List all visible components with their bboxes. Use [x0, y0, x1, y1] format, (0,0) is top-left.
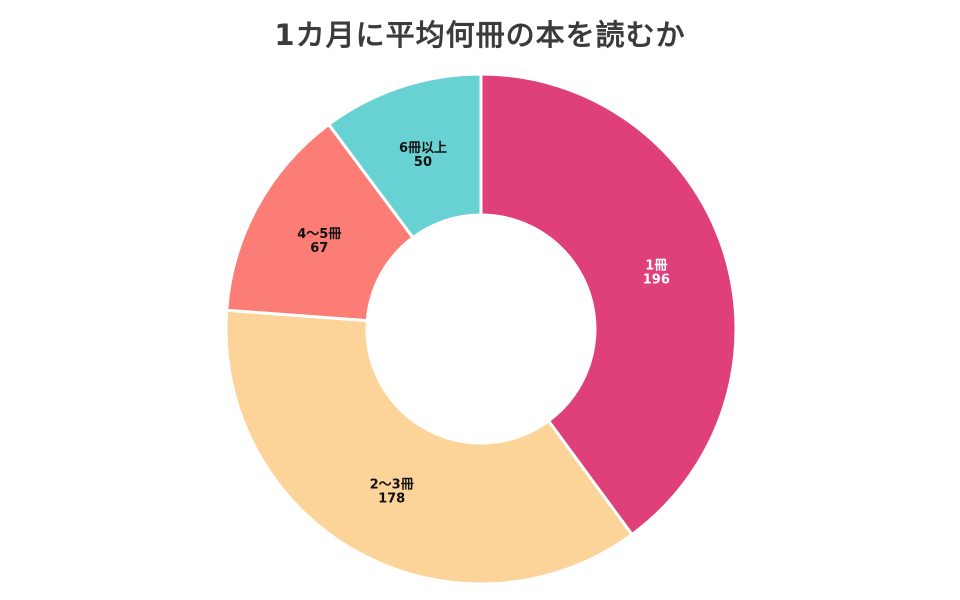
slice-3 [225, 122, 415, 323]
slice-1 [479, 72, 738, 537]
slice-2-category-label: 2〜3冊 [370, 477, 414, 492]
slice-4-value-label: 50 [414, 155, 432, 170]
slice-1-value-label: 196 [643, 273, 670, 288]
chart-title: 1カ月に平均何冊の本を読むか [274, 18, 686, 52]
slice-1-category-label: 1冊 [645, 259, 667, 274]
slice-4-category-label: 6冊以上 [399, 141, 447, 156]
slice-3-category-label: 4〜5冊 [297, 227, 341, 242]
slice-2 [224, 308, 634, 586]
slices-layer [224, 72, 738, 586]
slice-4 [327, 72, 483, 240]
slice-3-value-label: 67 [310, 241, 328, 256]
slice-2-value-label: 178 [378, 491, 405, 506]
